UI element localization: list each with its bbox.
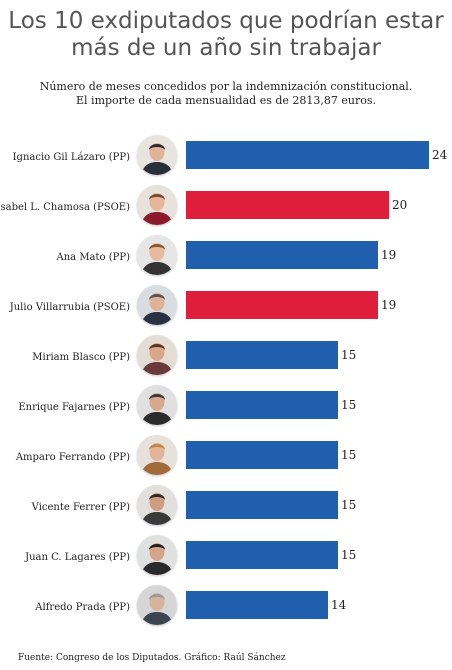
bar — [186, 541, 338, 569]
avatar — [137, 385, 177, 425]
category-label: Ignacio Gil Lázaro (PP) — [12, 151, 130, 163]
category-label: Juan C. Lagares (PP) — [25, 551, 130, 563]
avatar — [137, 585, 177, 625]
avatar — [137, 285, 177, 325]
avatar — [137, 135, 177, 175]
chart-subtitle-line-2: El importe de cada mensualidad es de 281… — [76, 94, 376, 107]
bar — [186, 341, 338, 369]
bar — [186, 291, 378, 319]
bar-row: Enrique Fajarnes (PP) 15 — [0, 382, 452, 432]
chart-title-line-2: más de un año sin trabajar — [71, 35, 381, 61]
data-label: 19 — [381, 248, 397, 262]
bar-row: Amparo Ferrando (PP) 15 — [0, 432, 452, 482]
data-label: 15 — [341, 348, 357, 362]
category-label: Alfredo Prada (PP) — [35, 601, 130, 613]
bar — [186, 391, 338, 419]
bar — [186, 441, 338, 469]
bar — [186, 191, 389, 219]
data-label: 20 — [392, 198, 408, 212]
chart-footer: Fuente: Congreso de los Diputados. Gráfi… — [18, 653, 286, 663]
bar-row: Ana Mato (PP) 19 — [0, 232, 452, 282]
avatar — [137, 185, 177, 225]
category-label: Enrique Fajarnes (PP) — [18, 401, 130, 413]
chart-subtitle-line-1: Número de meses concedidos por la indemn… — [39, 80, 413, 93]
data-label: 14 — [331, 598, 347, 612]
category-label: Vicente Ferrer (PP) — [31, 501, 130, 513]
category-label: Miriam Blasco (PP) — [32, 351, 130, 363]
data-label: 15 — [341, 398, 357, 412]
bar — [186, 491, 338, 519]
chart-title-line-1: Los 10 exdiputados que podrían estar — [8, 8, 444, 34]
bar-row: Isabel L. Chamosa (PSOE) 20 — [0, 182, 452, 232]
bar-row: Juan C. Lagares (PP) 15 — [0, 532, 452, 582]
bar — [186, 591, 328, 619]
data-label: 19 — [381, 298, 397, 312]
data-label: 15 — [341, 448, 357, 462]
avatar — [137, 485, 177, 525]
bar-row: Alfredo Prada (PP) 14 — [0, 582, 452, 632]
bar — [186, 141, 429, 169]
bar — [186, 241, 378, 269]
category-label: Isabel L. Chamosa (PSOE) — [0, 201, 130, 213]
data-label: 24 — [432, 148, 448, 162]
bar-row: Vicente Ferrer (PP) 15 — [0, 482, 452, 532]
category-label: Julio Villarrubia (PSOE) — [9, 301, 130, 313]
avatar — [137, 235, 177, 275]
data-label: 15 — [341, 498, 357, 512]
avatar — [137, 335, 177, 375]
bar-row: Ignacio Gil Lázaro (PP) 24 — [0, 132, 452, 182]
avatar — [137, 435, 177, 475]
bar-row: Julio Villarrubia (PSOE) 19 — [0, 282, 452, 332]
category-label: Ana Mato (PP) — [56, 251, 130, 263]
avatar — [137, 535, 177, 575]
data-label: 15 — [341, 548, 357, 562]
chart-title: Los 10 exdiputados que podrían estar más… — [0, 8, 452, 62]
category-label: Amparo Ferrando (PP) — [15, 451, 130, 463]
bar-row: Miriam Blasco (PP) 15 — [0, 332, 452, 382]
chart-subtitle: Número de meses concedidos por la indemn… — [0, 80, 452, 108]
